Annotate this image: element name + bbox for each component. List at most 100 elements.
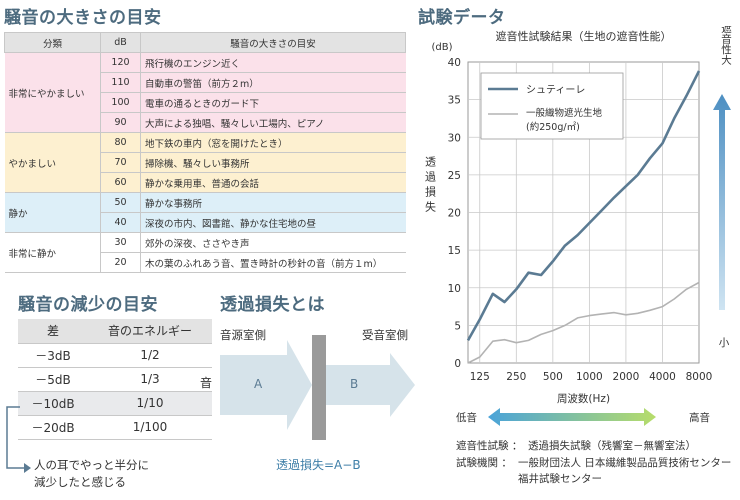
table-header-row: 差 音のエネルギー	[18, 319, 212, 344]
db-cell: 70	[100, 152, 141, 173]
energy-cell: 1/100	[88, 415, 212, 440]
y-axis-label: 透過損失	[424, 156, 437, 216]
footnote-label-1: 遮音性試験 ：	[456, 440, 523, 452]
description-cell: 木の葉のふれあう音、置き時計の秒針の音（前方１m）	[140, 252, 406, 273]
x-tick-label: 500	[543, 371, 563, 383]
insulation-big-label: 遮音性大	[720, 26, 732, 66]
transmission-loss-chart: 0 5 10 15 20 25 30 35 40 125 250 500 1000 2000 4000 800…	[424, 26, 732, 426]
y-tick-label: 10	[448, 283, 461, 295]
legend-box	[480, 72, 624, 140]
db-cell: 60	[100, 172, 141, 193]
y-tick-label: 0	[454, 358, 461, 370]
source-room-label: 音源室側	[220, 328, 266, 342]
description-cell: 静かな事務所	[140, 192, 406, 213]
db-cell: 40	[100, 212, 141, 233]
y-unit-label: (dB)	[431, 42, 452, 53]
noise-level-table: 分類 dB 騒音の大きさの目安 非常にやかましい 120 飛行機のエンジン近く 110…	[4, 32, 406, 273]
low-sound-label: 低音	[456, 411, 477, 424]
footnote-value-2: 一般財団法人 日本繊維製品品質技術センター	[518, 457, 732, 469]
diff-cell: －20dB	[18, 415, 88, 440]
category-cell: 非常にやかましい	[4, 52, 101, 133]
noise-table-title: 騒音の大きさの目安	[4, 8, 162, 28]
description-cell: 電車の通るときのガード下	[140, 92, 406, 113]
legend-label-general-weight: (約250g/㎡)	[526, 121, 580, 133]
header-energy: 音のエネルギー	[88, 319, 212, 344]
transmission-formula: 透過損失=A−B	[276, 458, 361, 472]
table-row: 非常に静か 30 郊外の深夜、ささやき声	[4, 232, 406, 273]
category-cell: 非常に静か	[4, 232, 101, 273]
table-row: 90 大声による独唱、騒々しい工場内、ピアノ	[5, 112, 406, 133]
db-cell: 30	[100, 232, 141, 253]
energy-cell: 1/2	[88, 343, 212, 368]
footnote-value-3: 福井試験センター	[518, 473, 602, 485]
reduction-table: 差 音のエネルギー －3dB 1/2 －5dB 1/3 －10dB 1/10 －20d…	[18, 319, 212, 440]
y-tick-label: 35	[448, 95, 461, 107]
db-cell: 80	[100, 132, 141, 153]
db-cell: 20	[100, 252, 141, 273]
high-sound-label: 高音	[689, 411, 710, 424]
note-line-2: 減少したと感じる	[34, 475, 126, 489]
y-tick-label: 20	[448, 208, 461, 220]
insulation-gradient-arrow	[713, 94, 731, 310]
db-cell: 110	[100, 72, 141, 93]
energy-cell: 1/10	[88, 391, 212, 416]
arrow-b	[326, 353, 415, 417]
db-cell: 90	[100, 112, 141, 133]
header-db: dB	[100, 32, 141, 53]
db-cell: 100	[100, 92, 141, 113]
table-row: 非常にやかましい 120 飛行機のエンジン近く	[4, 52, 406, 133]
table-row-highlighted: －10dB 1/10	[18, 391, 212, 416]
receive-room-label: 受音室側	[362, 328, 408, 342]
note-line-1: 人の耳でやっと半分に	[34, 458, 149, 472]
frequency-gradient-arrow	[488, 408, 656, 426]
chart-title: 遮音性試験結果（生地の遮音性能）	[496, 29, 672, 43]
y-tick-label: 15	[448, 245, 461, 257]
category-cell: やかましい	[4, 132, 101, 193]
table-row: －3dB 1/2	[18, 343, 212, 368]
series-line-2	[467, 281, 700, 364]
x-tick-label: 250	[506, 371, 526, 383]
table-row: －20dB 1/100	[18, 415, 212, 440]
legend-label-general: 一般織物遮光生地	[526, 107, 603, 119]
y-tick-label: 25	[448, 170, 461, 182]
table-header-row: 分類 dB 騒音の大きさの目安	[4, 32, 406, 53]
series-line-1	[466, 70, 701, 342]
db-cell: 50	[100, 192, 141, 213]
transmission-title: 透過損失とは	[220, 295, 325, 315]
insulation-small-label: 小	[719, 337, 730, 349]
description-cell: 深夜の市内、図書館、静かな住宅地の昼	[140, 212, 406, 233]
sound-label: 音	[200, 376, 213, 390]
diff-cell: －3dB	[18, 343, 88, 368]
table-row: 20 木の葉のふれあう音、置き時計の秒針の音（前方１m）	[5, 252, 406, 273]
test-title: 試験データ	[418, 8, 506, 28]
x-tick-label: 1000	[576, 371, 603, 383]
db-cell: 120	[100, 52, 141, 73]
diff-cell: －10dB	[18, 391, 88, 416]
header-diff: 差	[18, 319, 88, 344]
x-axis-label: 周波数(Hz)	[557, 392, 610, 405]
y-tick-label: 30	[448, 132, 461, 144]
x-tick-label: 4000	[649, 371, 676, 383]
table-row: －5dB 1/3	[18, 367, 212, 392]
arrow-a	[220, 340, 312, 430]
footnote-label-2: 試験機関 ：	[456, 457, 512, 469]
description-cell: 静かな乗用車、普通の会話	[140, 172, 406, 193]
header-description: 騒音の大きさの目安	[140, 32, 406, 53]
table-row: 40 深夜の市内、図書館、静かな住宅地の昼	[5, 212, 406, 233]
label-a: A	[254, 377, 263, 391]
label-b: B	[350, 377, 359, 391]
x-tick-label: 125	[470, 371, 490, 383]
note-bracket-arrow	[6, 406, 31, 473]
category-cell: 静か	[4, 192, 101, 233]
y-tick-label: 40	[448, 57, 461, 69]
table-row: やかましい 80 地下鉄の車内（窓を開けたとき）	[4, 132, 406, 193]
energy-cell: 1/3	[88, 367, 212, 392]
y-tick-label: 5	[454, 320, 461, 332]
table-row: 静か 50 静かな事務所	[4, 192, 406, 233]
footnote-value-1: 透過損失試験（残響室－無響室法）	[528, 440, 696, 452]
transmission-diagram	[220, 335, 415, 440]
table-row: 60 静かな乗用車、普通の会話	[5, 172, 406, 193]
x-tick-label: 8000	[686, 371, 713, 383]
description-cell: 掃除機、騒々しい事務所	[140, 152, 406, 173]
description-cell: 郊外の深夜、ささやき声	[140, 232, 406, 253]
